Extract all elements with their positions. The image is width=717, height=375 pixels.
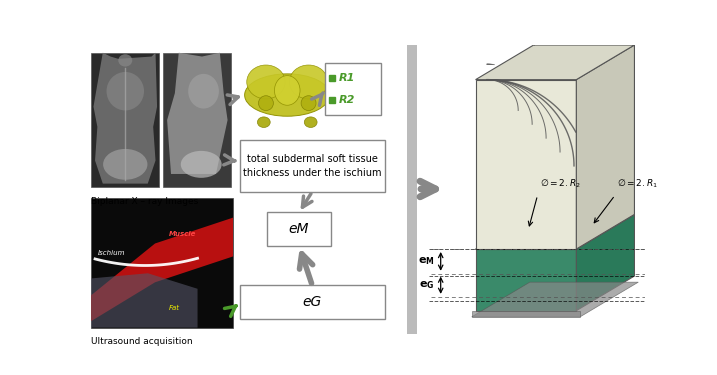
Polygon shape	[475, 249, 576, 310]
Text: eM: eM	[289, 222, 309, 236]
Polygon shape	[475, 214, 635, 249]
Ellipse shape	[107, 72, 144, 111]
Text: $\varnothing=2.R_1$: $\varnothing=2.R_1$	[617, 177, 658, 190]
FancyBboxPatch shape	[240, 285, 385, 319]
Ellipse shape	[290, 65, 328, 99]
Ellipse shape	[258, 96, 273, 111]
Ellipse shape	[247, 65, 285, 99]
Text: R2: R2	[338, 95, 355, 105]
FancyBboxPatch shape	[326, 63, 381, 115]
Polygon shape	[91, 273, 198, 328]
Ellipse shape	[103, 149, 148, 180]
Ellipse shape	[301, 96, 316, 111]
Bar	[472, 310, 580, 317]
Ellipse shape	[244, 74, 330, 116]
Text: $\varnothing=2.R_2$: $\varnothing=2.R_2$	[540, 177, 581, 190]
FancyBboxPatch shape	[240, 141, 385, 192]
Polygon shape	[91, 217, 233, 321]
Text: Ischium: Ischium	[98, 249, 125, 255]
Text: Fat: Fat	[169, 305, 180, 311]
Polygon shape	[576, 45, 635, 249]
Bar	[91, 198, 233, 328]
Text: total subdermal soft tissue
thickness under the ischium: total subdermal soft tissue thickness un…	[243, 154, 381, 178]
Text: Biplanar X – ray Images: Biplanar X – ray Images	[91, 197, 199, 206]
Ellipse shape	[181, 151, 222, 178]
Text: eG: eG	[303, 295, 322, 309]
Text: Ultrasound acquisition: Ultrasound acquisition	[91, 337, 193, 346]
Polygon shape	[475, 45, 635, 80]
Polygon shape	[475, 80, 576, 249]
Ellipse shape	[304, 117, 317, 128]
Ellipse shape	[118, 54, 132, 66]
Bar	[91, 53, 159, 188]
Text: Muscle: Muscle	[169, 231, 196, 237]
FancyBboxPatch shape	[267, 212, 331, 246]
Bar	[163, 53, 232, 188]
Polygon shape	[576, 214, 635, 310]
Ellipse shape	[275, 76, 300, 105]
Text: $\mathbf{e_G}$: $\mathbf{e_G}$	[419, 279, 435, 291]
Ellipse shape	[188, 74, 219, 108]
Bar	[407, 45, 417, 334]
Text: R1: R1	[338, 73, 355, 83]
Ellipse shape	[257, 117, 270, 128]
Polygon shape	[472, 282, 638, 317]
Polygon shape	[167, 53, 227, 174]
Text: $\mathbf{e_M}$: $\mathbf{e_M}$	[419, 255, 435, 267]
Polygon shape	[93, 53, 157, 184]
